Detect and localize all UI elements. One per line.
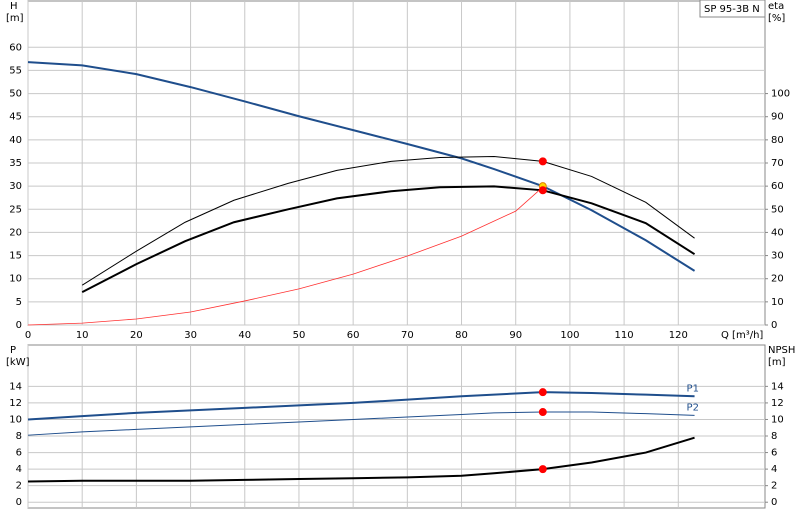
y-tick-label: 4 bbox=[16, 464, 22, 475]
y-tick-label: 25 bbox=[9, 204, 22, 215]
operating-point bbox=[538, 186, 547, 195]
line-series bbox=[27, 391, 695, 421]
y-tick-label: 40 bbox=[9, 135, 22, 146]
y2-tick-label: 50 bbox=[771, 204, 784, 215]
y2-tick-label: 100 bbox=[771, 89, 790, 100]
x-tick-label: 60 bbox=[347, 330, 360, 341]
y-tick-label: 14 bbox=[9, 381, 22, 392]
y-tick-label: 0 bbox=[16, 320, 22, 331]
y-tick-label: 2 bbox=[16, 481, 22, 492]
y2-tick-label: 6 bbox=[771, 448, 777, 459]
legend-box bbox=[699, 0, 766, 18]
y-axis-unit: [m] bbox=[6, 13, 24, 24]
y-tick-label: 10 bbox=[9, 414, 22, 425]
y-axis-unit: [kW] bbox=[6, 357, 30, 368]
y2-tick-label: 10 bbox=[771, 297, 784, 308]
y2-tick-label: 12 bbox=[771, 398, 784, 409]
y2-tick-label: 40 bbox=[771, 227, 784, 238]
y2-tick-label: 20 bbox=[771, 274, 784, 285]
line-series bbox=[27, 436, 695, 483]
plot-frame bbox=[27, 344, 766, 509]
operating-point bbox=[538, 408, 547, 417]
x-tick-label: 20 bbox=[130, 330, 143, 341]
series-label: P1 bbox=[687, 383, 699, 394]
line-series bbox=[27, 186, 544, 326]
x-tick-label: 100 bbox=[560, 330, 579, 341]
y2-axis-unit: [m] bbox=[768, 357, 786, 368]
y-tick-label: 6 bbox=[16, 448, 22, 459]
x-tick-label: 110 bbox=[615, 330, 634, 341]
y2-tick-label: 8 bbox=[771, 431, 777, 442]
y2-tick-label: 0 bbox=[771, 497, 777, 508]
y-tick-label: 15 bbox=[9, 251, 22, 262]
y-tick-label: 45 bbox=[9, 112, 22, 123]
x-tick-label: 80 bbox=[455, 330, 468, 341]
y2-axis-label: eta bbox=[768, 1, 784, 12]
y-tick-label: 5 bbox=[16, 297, 22, 308]
series-label: P2 bbox=[687, 402, 699, 413]
y-tick-label: 55 bbox=[9, 65, 22, 76]
line-series bbox=[81, 185, 696, 294]
y2-tick-label: 60 bbox=[771, 181, 784, 192]
line-series bbox=[81, 156, 695, 286]
y-tick-label: 35 bbox=[9, 158, 22, 169]
x-tick-label: 40 bbox=[238, 330, 251, 341]
y-tick-label: 60 bbox=[9, 42, 22, 53]
y-axis-label: H bbox=[10, 1, 18, 12]
y-tick-label: 50 bbox=[9, 89, 22, 100]
x-tick-label: 30 bbox=[184, 330, 197, 341]
y2-axis-label: NPSH bbox=[768, 345, 795, 356]
x-tick-label: 120 bbox=[669, 330, 688, 341]
x-tick-label: 0 bbox=[25, 330, 31, 341]
y-tick-label: 0 bbox=[16, 497, 22, 508]
y2-tick-label: 80 bbox=[771, 135, 784, 146]
legend-text: SP 95-3B N bbox=[704, 4, 760, 15]
y2-tick-label: 30 bbox=[771, 251, 784, 262]
y2-tick-label: 2 bbox=[771, 481, 777, 492]
y2-tick-label: 0 bbox=[771, 320, 777, 331]
x-axis-label: Q [m³/h] bbox=[721, 330, 763, 341]
y-axis-label: P bbox=[10, 345, 16, 356]
y2-tick-label: 10 bbox=[771, 414, 784, 425]
x-tick-label: 70 bbox=[401, 330, 414, 341]
x-tick-label: 50 bbox=[293, 330, 306, 341]
y2-tick-label: 4 bbox=[771, 464, 777, 475]
line-series bbox=[27, 61, 696, 272]
y-tick-label: 10 bbox=[9, 274, 22, 285]
y-tick-label: 20 bbox=[9, 227, 22, 238]
x-tick-label: 90 bbox=[509, 330, 522, 341]
operating-point bbox=[538, 388, 547, 397]
y2-tick-label: 90 bbox=[771, 112, 784, 123]
operating-point bbox=[538, 157, 547, 166]
y2-tick-label: 14 bbox=[771, 381, 784, 392]
y2-axis-unit: [%] bbox=[768, 13, 785, 24]
y2-tick-label: 70 bbox=[771, 158, 784, 169]
y-tick-label: 8 bbox=[16, 431, 22, 442]
operating-point bbox=[538, 465, 547, 474]
y-tick-label: 30 bbox=[9, 181, 22, 192]
x-tick-label: 10 bbox=[76, 330, 89, 341]
y-tick-label: 12 bbox=[9, 398, 22, 409]
line-series bbox=[27, 411, 695, 436]
